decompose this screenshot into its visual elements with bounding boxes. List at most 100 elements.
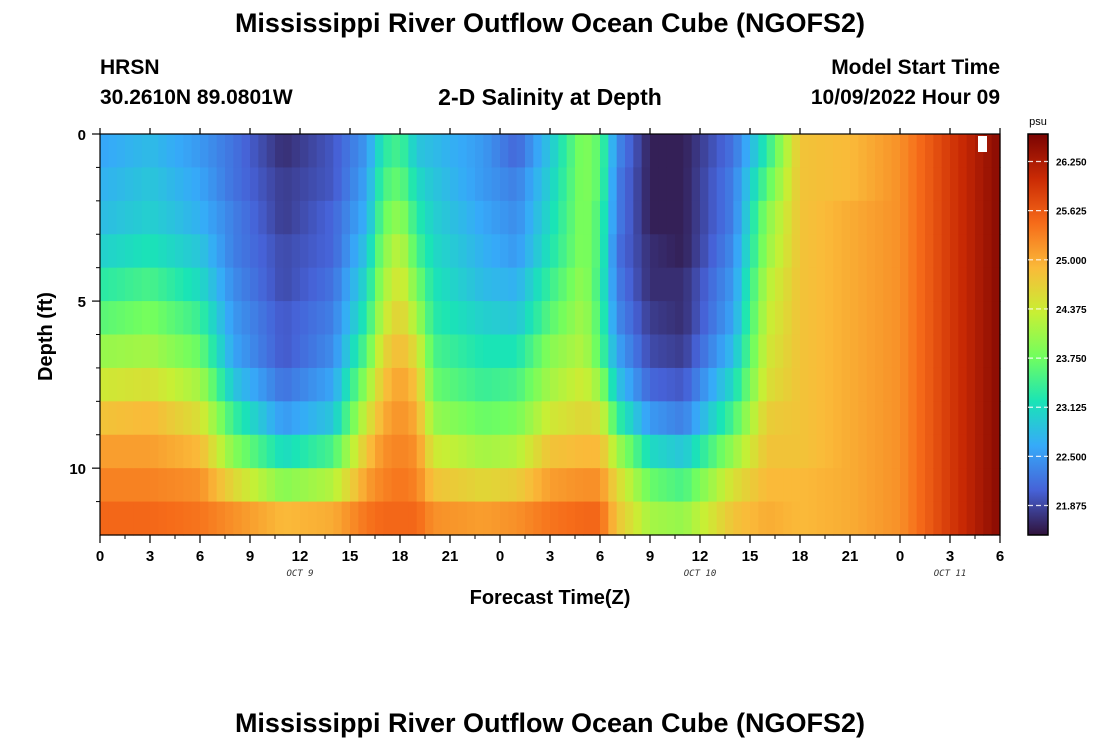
heatmap-cell <box>341 501 351 536</box>
heatmap-cell <box>633 401 643 436</box>
heatmap-cell <box>350 468 359 503</box>
heatmap-cell <box>575 301 584 336</box>
heatmap-cell <box>391 501 401 536</box>
heatmap-cell <box>558 167 568 202</box>
heatmap-cell <box>433 200 443 235</box>
heatmap-cell <box>550 267 559 302</box>
heatmap-cell <box>700 234 709 269</box>
heatmap-cell <box>925 301 934 336</box>
heatmap-cell <box>458 501 468 536</box>
heatmap-cell <box>283 468 293 503</box>
heatmap-cell <box>825 334 834 369</box>
heatmap-cell <box>300 468 309 503</box>
colorbar-tick-label: 23.750 <box>1056 354 1087 365</box>
heatmap-cell <box>133 401 143 436</box>
heatmap-cell <box>841 434 851 469</box>
heatmap-cell <box>791 501 801 536</box>
heatmap-cell <box>391 167 401 202</box>
heatmap-cell <box>866 401 876 436</box>
station-coords: 30.2610N 89.0801W <box>100 86 293 109</box>
heatmap-cell <box>833 501 843 536</box>
heatmap-cell <box>233 367 243 402</box>
heatmap-cell <box>483 301 493 336</box>
heatmap-cell <box>816 334 826 369</box>
heatmap-cell <box>316 501 326 536</box>
heatmap-cell <box>516 468 526 503</box>
heatmap-cell <box>325 234 334 269</box>
heatmap-cell <box>566 501 576 536</box>
heatmap-cell <box>141 401 151 436</box>
heatmap-cell <box>558 367 568 402</box>
heatmap-cell <box>158 200 168 235</box>
heatmap-cell <box>791 267 801 302</box>
heatmap-cell <box>866 468 876 503</box>
heatmap-cell <box>325 200 334 235</box>
heatmap-cell <box>191 468 201 503</box>
heatmap-cell <box>500 267 509 302</box>
heatmap-cell <box>108 501 118 536</box>
heatmap-cell <box>791 468 801 503</box>
heatmap-cell <box>741 301 751 336</box>
heatmap-cell <box>716 434 726 469</box>
heatmap-cell <box>175 401 184 436</box>
heatmap-cell <box>175 334 184 369</box>
heatmap-cell <box>750 267 759 302</box>
heatmap-cell <box>775 468 784 503</box>
heatmap-cell <box>983 501 993 536</box>
heatmap-cell <box>100 267 109 302</box>
heatmap-cell <box>350 334 359 369</box>
heatmap-cell <box>783 501 793 536</box>
heatmap-cell <box>116 234 126 269</box>
x-tick-label: 21 <box>842 548 859 565</box>
heatmap-cell <box>400 434 409 469</box>
heatmap-cell <box>850 501 859 536</box>
heatmap-cell <box>158 468 168 503</box>
heatmap-cell <box>983 167 993 202</box>
heatmap-cell <box>441 267 451 302</box>
heatmap-cell <box>708 501 718 536</box>
heatmap-cell <box>958 501 968 536</box>
heatmap-cell <box>450 301 459 336</box>
heatmap-cell <box>375 267 384 302</box>
heatmap-cell <box>641 301 651 336</box>
heatmap-cell <box>683 468 693 503</box>
heatmap-cell <box>133 468 143 503</box>
heatmap-cell <box>516 434 526 469</box>
heatmap-cell <box>566 334 576 369</box>
heatmap-cell <box>266 501 276 536</box>
heatmap-cell <box>783 200 793 235</box>
heatmap-cell <box>841 267 851 302</box>
footer-title: Mississippi River Outflow Ocean Cube (NG… <box>234 708 866 738</box>
heatmap-cell <box>758 167 768 202</box>
heatmap-cell <box>358 267 368 302</box>
heatmap-cell <box>766 501 776 536</box>
heatmap-cell <box>683 134 693 169</box>
heatmap-cell <box>691 434 701 469</box>
heatmap-cell <box>958 301 968 336</box>
heatmap-cell <box>575 167 584 202</box>
heatmap-cell <box>900 234 909 269</box>
heatmap-cell <box>125 167 134 202</box>
heatmap-cell <box>866 367 876 402</box>
heatmap-cell <box>866 334 876 369</box>
x-tick-label: 0 <box>496 548 504 565</box>
heatmap-cell <box>200 434 209 469</box>
heatmap-cell <box>558 501 568 536</box>
heatmap-cell <box>950 367 959 402</box>
heatmap-cell <box>325 134 334 169</box>
heatmap-cell <box>166 434 176 469</box>
heatmap-cell <box>650 301 659 336</box>
heatmap-cell <box>433 468 443 503</box>
heatmap-cell <box>766 367 776 402</box>
heatmap-cell <box>825 434 834 469</box>
heatmap-cell <box>800 401 809 436</box>
heatmap-cell <box>483 468 493 503</box>
heatmap-cell <box>166 234 176 269</box>
heatmap-cell <box>466 434 476 469</box>
heatmap-cell <box>225 367 234 402</box>
heatmap-cell <box>150 301 159 336</box>
heatmap-cell <box>533 134 543 169</box>
heatmap-cell <box>483 367 493 402</box>
heatmap-cell <box>975 367 984 402</box>
heatmap-cell <box>375 434 384 469</box>
